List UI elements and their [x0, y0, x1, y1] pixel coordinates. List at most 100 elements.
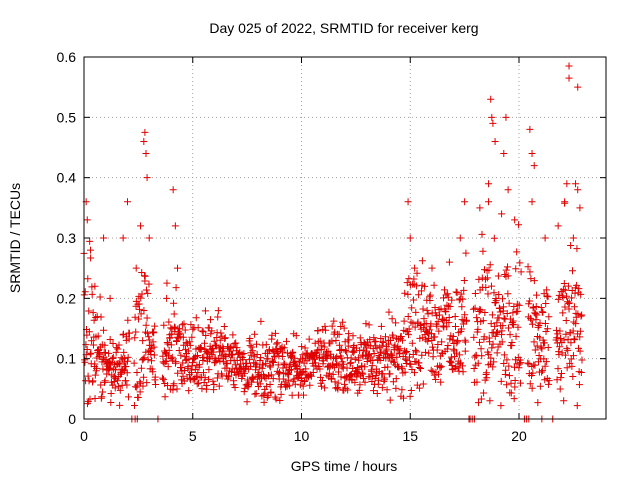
- data-point: [576, 333, 584, 341]
- data-point: [194, 324, 202, 332]
- data-point: [139, 337, 147, 345]
- data-point: [173, 385, 181, 393]
- data-point: [379, 338, 387, 346]
- data-point: [216, 336, 224, 344]
- data-point: [476, 204, 484, 212]
- data-point: [561, 198, 569, 206]
- data-point: [334, 379, 342, 387]
- data-point: [544, 325, 552, 333]
- data-point: [123, 369, 131, 377]
- data-point: [388, 315, 396, 323]
- data-point: [124, 393, 132, 401]
- data-point: [209, 344, 217, 352]
- data-point: [362, 320, 370, 328]
- data-point: [124, 316, 132, 324]
- data-point: [493, 349, 501, 357]
- data-point: [316, 365, 324, 373]
- data-point: [429, 353, 437, 361]
- data-point: [494, 272, 502, 280]
- data-point: [542, 358, 550, 366]
- data-point: [138, 268, 146, 276]
- data-point: [496, 308, 504, 316]
- data-point: [256, 380, 264, 388]
- data-point: [188, 368, 196, 376]
- data-point: [461, 336, 469, 344]
- data-point: [498, 338, 506, 346]
- data-point: [249, 347, 257, 355]
- data-point: [223, 360, 231, 368]
- data-point: [81, 358, 89, 366]
- data-point: [210, 380, 218, 388]
- data-point: [356, 334, 364, 342]
- data-point: [517, 359, 525, 367]
- data-point: [386, 396, 394, 404]
- data-point: [365, 321, 373, 329]
- data-point: [280, 359, 288, 367]
- data-point: [572, 313, 580, 321]
- data-point: [544, 343, 552, 351]
- data-point: [326, 339, 334, 347]
- data-point: [144, 289, 152, 297]
- data-point: [276, 368, 284, 376]
- data-point: [198, 385, 206, 393]
- data-point: [97, 381, 105, 389]
- data-point: [569, 327, 577, 335]
- data-point: [335, 361, 343, 369]
- data-point: [527, 314, 535, 322]
- data-point: [458, 303, 466, 311]
- data-point: [569, 373, 577, 381]
- data-point: [109, 353, 117, 361]
- data-point: [231, 361, 239, 369]
- data-point: [415, 291, 423, 299]
- data-point: [401, 368, 409, 376]
- data-point: [141, 272, 149, 280]
- data-point: [355, 356, 363, 364]
- data-point: [497, 402, 505, 410]
- data-point: [321, 384, 329, 392]
- data-point: [225, 347, 233, 355]
- data-point: [377, 322, 385, 330]
- data-point: [209, 377, 217, 385]
- data-point: [318, 377, 326, 385]
- data-point: [524, 359, 532, 367]
- data-point: [526, 297, 534, 305]
- data-point: [306, 381, 314, 389]
- data-point: [268, 331, 276, 339]
- data-point: [162, 358, 170, 366]
- data-point: [114, 382, 122, 390]
- data-point: [140, 373, 148, 381]
- data-point: [314, 327, 322, 335]
- data-point: [193, 373, 201, 381]
- data-point: [214, 307, 222, 315]
- data-point: [343, 364, 351, 372]
- data-point: [137, 310, 145, 318]
- x-axis-label: GPS time / hours: [291, 458, 398, 474]
- data-point: [554, 365, 562, 373]
- data-point: [565, 299, 573, 307]
- data-point: [430, 281, 438, 289]
- data-point: [86, 237, 94, 245]
- data-point: [83, 216, 91, 224]
- data-point: [150, 351, 158, 359]
- data-point: [398, 365, 406, 373]
- data-point: [210, 337, 218, 345]
- data-point: [184, 363, 192, 371]
- data-point: [322, 326, 330, 334]
- data-point: [171, 222, 179, 230]
- data-point: [505, 362, 513, 370]
- data-point: [446, 302, 454, 310]
- data-point: [560, 336, 568, 344]
- data-point: [226, 344, 234, 352]
- data-point: [114, 345, 122, 353]
- data-point: [108, 355, 116, 363]
- data-point: [454, 337, 462, 345]
- data-point: [514, 307, 522, 315]
- data-point: [373, 344, 381, 352]
- data-point: [335, 368, 343, 376]
- data-point: [489, 119, 497, 127]
- data-point: [412, 282, 420, 290]
- data-point: [373, 389, 381, 397]
- data-point: [276, 396, 284, 404]
- data-point: [206, 316, 214, 324]
- data-point: [274, 361, 282, 369]
